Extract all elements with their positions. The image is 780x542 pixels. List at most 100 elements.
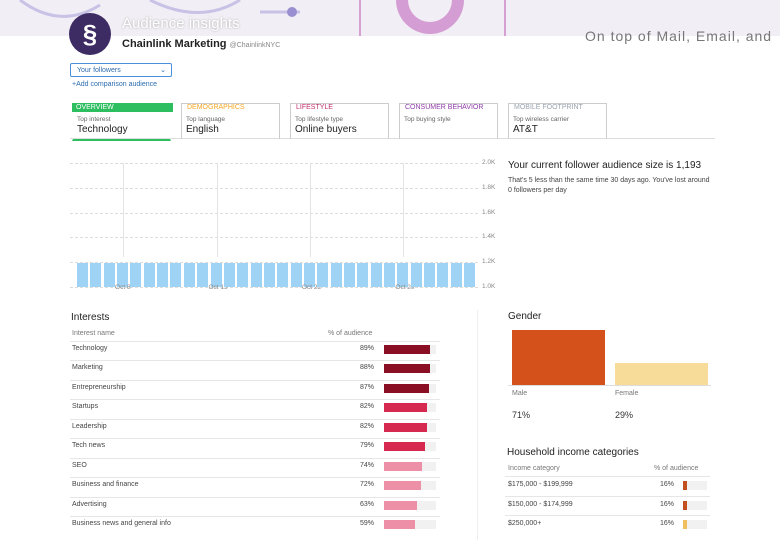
- x-tick-label: Oct 22: [301, 284, 322, 291]
- tab[interactable]: [399, 103, 498, 139]
- interest-pct: 79%: [359, 442, 374, 450]
- tab[interactable]: [290, 103, 389, 139]
- income-pct: 16%: [659, 481, 674, 488]
- interest-row: [70, 379, 440, 381]
- interest-name: SEO: [72, 461, 87, 469]
- bar: [317, 262, 329, 287]
- interest-row: [70, 341, 440, 342]
- interests-col-pct: % of audience: [328, 330, 373, 337]
- date-line: [216, 163, 218, 257]
- bar: [77, 262, 88, 287]
- bar: [384, 263, 396, 287]
- audience-dropdown[interactable]: Your followers ⌄: [70, 63, 172, 77]
- income-track: [683, 520, 707, 529]
- summary-headline: Your current follower audience size is 1…: [508, 160, 702, 171]
- tab-label: Top buying style: [404, 116, 451, 123]
- income-col-name: Income category: [508, 465, 560, 472]
- grid-line: [70, 237, 478, 239]
- bar: [223, 262, 235, 287]
- bar: [250, 262, 262, 287]
- interest-name: Technology: [72, 345, 108, 352]
- tab[interactable]: [508, 103, 607, 139]
- grid-line: [70, 212, 478, 214]
- interest-row: [70, 399, 440, 401]
- grid-line: [70, 163, 478, 164]
- bar: [344, 263, 355, 287]
- tab[interactable]: [72, 103, 171, 141]
- bar: [397, 263, 409, 287]
- grid-line: [70, 287, 478, 288]
- interest-bar: [384, 422, 427, 432]
- income-title: Household income categories: [507, 447, 639, 458]
- account-name: Chainlink Marketing @ChainlinkNYC: [122, 38, 280, 50]
- bar: [90, 262, 102, 287]
- handle: @ChainlinkNYC: [229, 42, 281, 49]
- tab-name: OVERVIEW: [72, 103, 173, 112]
- tab-value: Online buyers: [295, 124, 357, 135]
- gender-pct: 29%: [615, 410, 634, 420]
- interests-title: Interests: [71, 312, 110, 323]
- interest-name: Leadership: [72, 422, 107, 430]
- tab-name: CONSUMER BEHAVIOR: [405, 104, 484, 111]
- income-name: $250,000+: [508, 520, 542, 527]
- interest-name: Advertising: [72, 500, 107, 508]
- income-row: [505, 515, 710, 516]
- bar: [277, 262, 289, 287]
- interest-pct: 74%: [359, 461, 374, 469]
- y-tick-label: 1.0K: [482, 283, 496, 290]
- date-line: [403, 163, 405, 257]
- tab-label: Top language: [186, 116, 226, 123]
- tab-value: Technology: [77, 124, 128, 135]
- bar: [330, 262, 342, 287]
- y-tick-label: 1.2K: [482, 258, 496, 266]
- interest-name: Marketing: [72, 364, 103, 372]
- date-line: [123, 163, 125, 257]
- gender-title: Gender: [508, 311, 542, 322]
- grid-line: [70, 187, 478, 189]
- interest-pct: 87%: [359, 383, 374, 391]
- interests-col-name: Interest name: [72, 330, 115, 337]
- income-pct: 16%: [659, 520, 674, 527]
- gender-label: Female: [615, 390, 639, 397]
- bar: [464, 263, 476, 287]
- interest-name: Business and finance: [72, 481, 139, 489]
- interest-bar: [384, 403, 427, 413]
- bar: [290, 262, 302, 287]
- add-comparison-link[interactable]: +Add comparison audience: [72, 81, 158, 88]
- bar: [197, 262, 209, 287]
- tab-label: Top interest: [77, 116, 111, 123]
- gender-pct: 71%: [512, 410, 531, 420]
- tab[interactable]: [181, 103, 280, 139]
- bar: [370, 263, 382, 287]
- divider: [477, 310, 478, 540]
- interest-bar: [384, 500, 417, 510]
- tab-value: English: [186, 124, 219, 135]
- interest-pct: 82%: [359, 422, 374, 430]
- interest-pct: 88%: [359, 364, 374, 372]
- interest-pct: 82%: [359, 403, 374, 411]
- bar: [183, 262, 195, 287]
- interest-pct: 89%: [359, 345, 374, 352]
- interest-bar: [384, 461, 423, 471]
- banner: [0, 0, 780, 36]
- bar: [424, 263, 436, 287]
- gender-baseline: [508, 385, 711, 386]
- interest-name: Startups: [72, 403, 99, 411]
- bar: [103, 262, 115, 287]
- logo: §: [69, 13, 111, 55]
- interest-bar: [384, 442, 426, 452]
- bar: [130, 262, 142, 287]
- income-row: [505, 495, 710, 497]
- grid-line: [70, 262, 478, 264]
- account-name-text: Chainlink Marketing: [122, 38, 227, 50]
- interest-row: [70, 477, 440, 479]
- svg-text:§: §: [83, 19, 97, 49]
- interest-name: Entrepreneurship: [72, 383, 126, 391]
- date-line: [309, 163, 311, 257]
- bar: [410, 263, 422, 287]
- income-track: [683, 500, 707, 510]
- interest-name: Tech news: [72, 442, 106, 450]
- tab-value: AT&T: [513, 124, 538, 135]
- income-bar: [683, 481, 687, 490]
